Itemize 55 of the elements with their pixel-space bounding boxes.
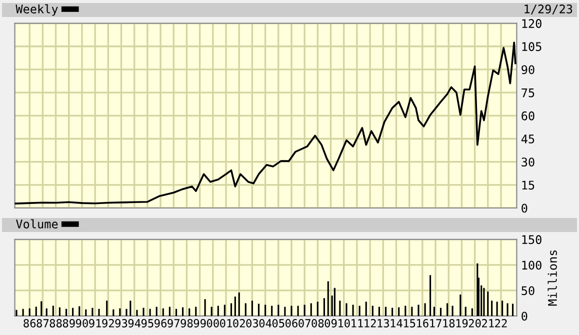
x-tick-label: 04 (259, 319, 272, 328)
y-tick-label: 15 (522, 180, 534, 190)
x-tick-label: 99 (194, 319, 206, 328)
x-tick-label: 06 (286, 319, 298, 328)
text: 1/29/23 (524, 4, 572, 14)
x-tick-label: 89 (62, 319, 75, 328)
x-tick-label: 17 (430, 319, 442, 328)
x-tick-label: 88 (50, 319, 62, 328)
x-tick-label: 05 (272, 319, 284, 328)
y-tick-label: 75 (522, 88, 534, 98)
y-tick-label: 45 (521, 134, 534, 144)
y-axis-title: Millions (548, 250, 557, 306)
x-tick-label: 96 (154, 319, 167, 328)
x-tick-label: 94 (128, 319, 141, 328)
x-tick-label: 10 (338, 319, 350, 328)
y-tick-label: 30 (522, 158, 534, 167)
x-tick-label: 02 (233, 319, 245, 328)
x-tick-label: 00 (206, 319, 219, 328)
y-tick-label: 100 (522, 260, 542, 270)
legend-label: Weekly (16, 4, 58, 16)
y-tick-label: 50 (522, 286, 534, 296)
x-tick-label: 16 (417, 319, 428, 328)
x-tick-label: 03 (246, 319, 258, 328)
x-tick-label: 12 (364, 319, 376, 328)
x-tick-label: 07 (298, 319, 310, 328)
x-tick-label: 87 (36, 319, 49, 328)
x-tick-label: 91 (89, 319, 102, 328)
x-tick-label: 13 (378, 319, 389, 328)
x-tick-label: 11 (352, 319, 363, 328)
x-tick-label: 20 (468, 319, 481, 328)
y-tick-label: 90 (522, 65, 534, 74)
legend-label: Volume (16, 219, 58, 228)
x-tick-label: 08 (312, 319, 324, 328)
x-tick-label: 95 (141, 319, 154, 328)
x-tick-label: 19 (456, 319, 468, 328)
x-tick-label: 93 (115, 319, 128, 328)
x-tick-label: 22 (495, 319, 507, 328)
y-tick-label: 60 (522, 111, 534, 120)
y-tick-label: 120 (522, 19, 542, 28)
y-tick-label: 0 (522, 312, 528, 321)
y-tick-label: 105 (522, 42, 542, 52)
x-tick-label: 01 (220, 319, 232, 328)
x-tick-label: 09 (324, 319, 337, 328)
x-tick-label: 97 (168, 319, 180, 328)
line-series (14, 42, 516, 204)
y-tick-label: 150 (522, 235, 542, 244)
x-tick-label: 92 (102, 319, 114, 328)
x-tick-label: 86 (24, 319, 36, 328)
x-tick-label: 14 (390, 319, 402, 328)
x-tick-label: 98 (180, 319, 193, 328)
y-tick-label: 0 (522, 204, 528, 213)
x-tick-label: 90 (76, 319, 88, 328)
x-tick-label: 21 (482, 319, 494, 328)
x-tick-label: 15 (404, 319, 416, 328)
x-tick-label: 18 (443, 319, 455, 328)
